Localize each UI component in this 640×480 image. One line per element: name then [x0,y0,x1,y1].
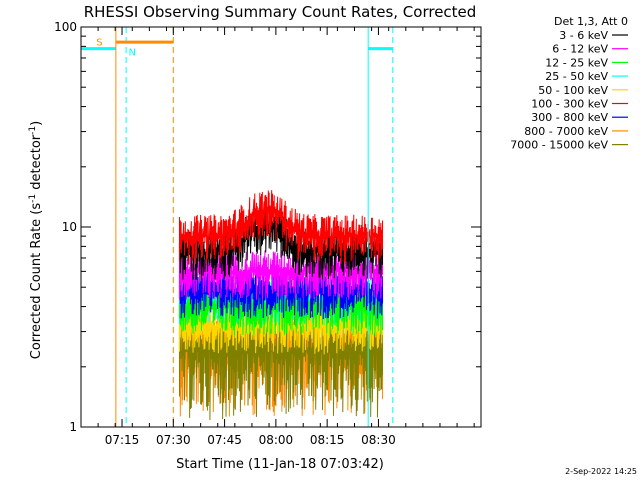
legend-label: 7000 - 15000 keV [510,139,608,152]
legend-label: 800 - 7000 keV [524,125,608,138]
y-tick-label: 10 [62,220,77,234]
x-tick-label: 08:00 [259,433,294,447]
axes: 07:15 07:30 07:45 08:00 08:15 08:30 1 10 100 [54,20,482,447]
x-axis-label: Start Time (11-Jan-18 07:03:42) [176,457,384,472]
legend-label: 50 - 100 keV [538,84,608,97]
legend-label: 6 - 12 keV [552,43,608,56]
y-axis-label: Corrected Count Rate (s-1 detector-1) [28,121,44,359]
annotation-n: N [129,48,136,59]
series-line [178,190,384,265]
legend-title: Det 1,3, Att 0 [554,15,628,28]
x-tick-label: 07:45 [207,433,242,447]
plot-area [178,190,384,421]
chart-title: RHESSI Observing Summary Count Rates, Co… [84,3,477,21]
legend-label: 100 - 300 keV [531,98,608,111]
x-tick-label: 08:15 [310,433,345,447]
x-tick-label: 07:15 [105,433,140,447]
legend-label: 12 - 25 keV [545,56,608,69]
legend-label: 25 - 50 keV [545,70,608,83]
footer-date: 2-Sep-2022 14:25 [565,467,637,476]
series-line [178,285,384,336]
y-tick-label: 100 [54,20,77,34]
annotation-s: S [96,38,102,49]
legend-label: 3 - 6 keV [559,29,608,42]
x-tick-label: 07:30 [156,433,191,447]
x-tick-label: 08:30 [361,433,396,447]
legend-label: 300 - 800 keV [531,111,608,124]
y-tick-label: 1 [69,420,77,434]
